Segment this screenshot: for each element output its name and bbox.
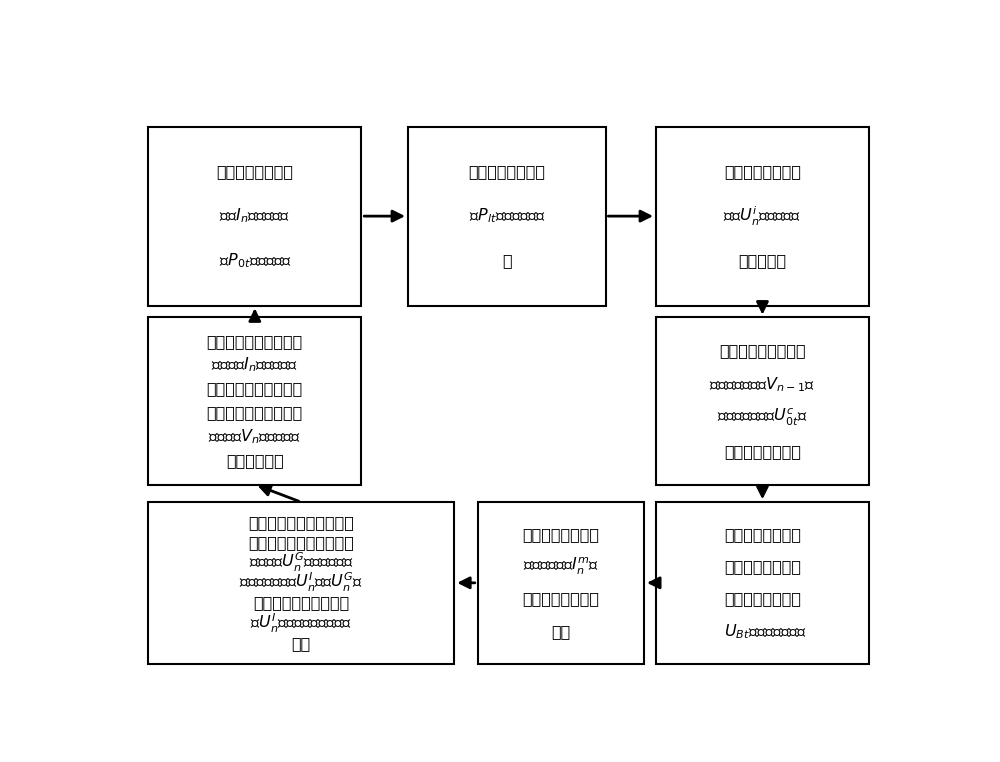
FancyBboxPatch shape <box>656 126 869 306</box>
FancyBboxPatch shape <box>656 317 869 485</box>
FancyBboxPatch shape <box>478 502 644 664</box>
Text: 益可控放大器: 益可控放大器 <box>226 453 284 468</box>
Text: 电压信号$U_{n}^{G}$和驱动电流控: 电压信号$U_{n}^{G}$和驱动电流控 <box>249 551 354 575</box>
FancyBboxPatch shape <box>148 317 361 485</box>
Text: 模块产生增益控制模拟: 模块产生增益控制模拟 <box>207 405 303 421</box>
Text: 光接收机产生输入: 光接收机产生输入 <box>724 164 801 179</box>
Text: 增益可控放大器受增: 增益可控放大器受增 <box>719 343 806 358</box>
Text: 驱动电流$I_{n}$并输出至光: 驱动电流$I_{n}$并输出至光 <box>211 356 298 374</box>
Text: 出至电路参数调节模块: 出至电路参数调节模块 <box>253 596 349 610</box>
Text: 电流$I_{n}$，输出光信: 电流$I_{n}$，输出光信 <box>219 207 290 226</box>
Text: 号的模拟电压信号: 号的模拟电压信号 <box>724 591 801 607</box>
Text: 制数字电压信号$U_{n}^{I}$，将$U_{n}^{G}$输: 制数字电压信号$U_{n}^{I}$，将$U_{n}^{G}$输 <box>239 572 363 594</box>
Text: 出至综合参数控制: 出至综合参数控制 <box>522 591 599 607</box>
Text: 光纤光路产生光信: 光纤光路产生光信 <box>468 164 545 179</box>
Text: 输出只包含背景信: 输出只包含背景信 <box>724 559 801 575</box>
Text: 将$U_{n}^{I}$输出至光源参数调节: 将$U_{n}^{I}$输出至光源参数调节 <box>250 612 352 635</box>
FancyBboxPatch shape <box>148 502 454 664</box>
Text: 益控制模拟电压$V_{n-1}$控: 益控制模拟电压$V_{n-1}$控 <box>709 375 815 394</box>
Text: 模块: 模块 <box>292 636 311 651</box>
FancyBboxPatch shape <box>656 502 869 664</box>
Text: 目标事件滤除模块: 目标事件滤除模块 <box>724 527 801 542</box>
Text: 数字电压信号$I_{n}^{m}$输: 数字电压信号$I_{n}^{m}$输 <box>523 556 599 578</box>
Text: $U_{Bt}$至模数转换模块: $U_{Bt}$至模数转换模块 <box>719 622 806 641</box>
Text: 机: 机 <box>502 253 512 268</box>
Text: 电压$U_{n}^{i}$输出至增益: 电压$U_{n}^{i}$输出至增益 <box>723 204 801 228</box>
Text: 目标事件滤除模块: 目标事件滤除模块 <box>724 443 801 459</box>
Text: 光源模块接收驱动: 光源模块接收驱动 <box>216 164 293 179</box>
Text: 模块: 模块 <box>551 624 571 639</box>
FancyBboxPatch shape <box>408 126 606 306</box>
Text: 号$P_{0t}$至光纤光路: 号$P_{0t}$至光纤光路 <box>219 251 291 271</box>
Text: 源模块，电流参数调节: 源模块，电流参数调节 <box>207 382 303 396</box>
Text: 光源参数调节模块产生: 光源参数调节模块产生 <box>207 334 303 349</box>
Text: 制，放大后输出$U_{0t}^{c}$至: 制，放大后输出$U_{0t}^{c}$至 <box>717 407 808 428</box>
Text: 模数转换模块产生: 模数转换模块产生 <box>522 527 599 542</box>
Text: 综合参数控制模块计算出: 综合参数控制模块计算出 <box>248 515 354 530</box>
Text: 电压信号$V_{n}$并输出至增: 电压信号$V_{n}$并输出至增 <box>208 427 301 446</box>
FancyBboxPatch shape <box>148 126 361 306</box>
Text: 号$P_{lt}$输出至光接收: 号$P_{lt}$输出至光接收 <box>469 207 545 226</box>
Text: 可控放大器: 可控放大器 <box>738 253 786 268</box>
Text: 当前周期的增益控制数字: 当前周期的增益控制数字 <box>248 535 354 550</box>
